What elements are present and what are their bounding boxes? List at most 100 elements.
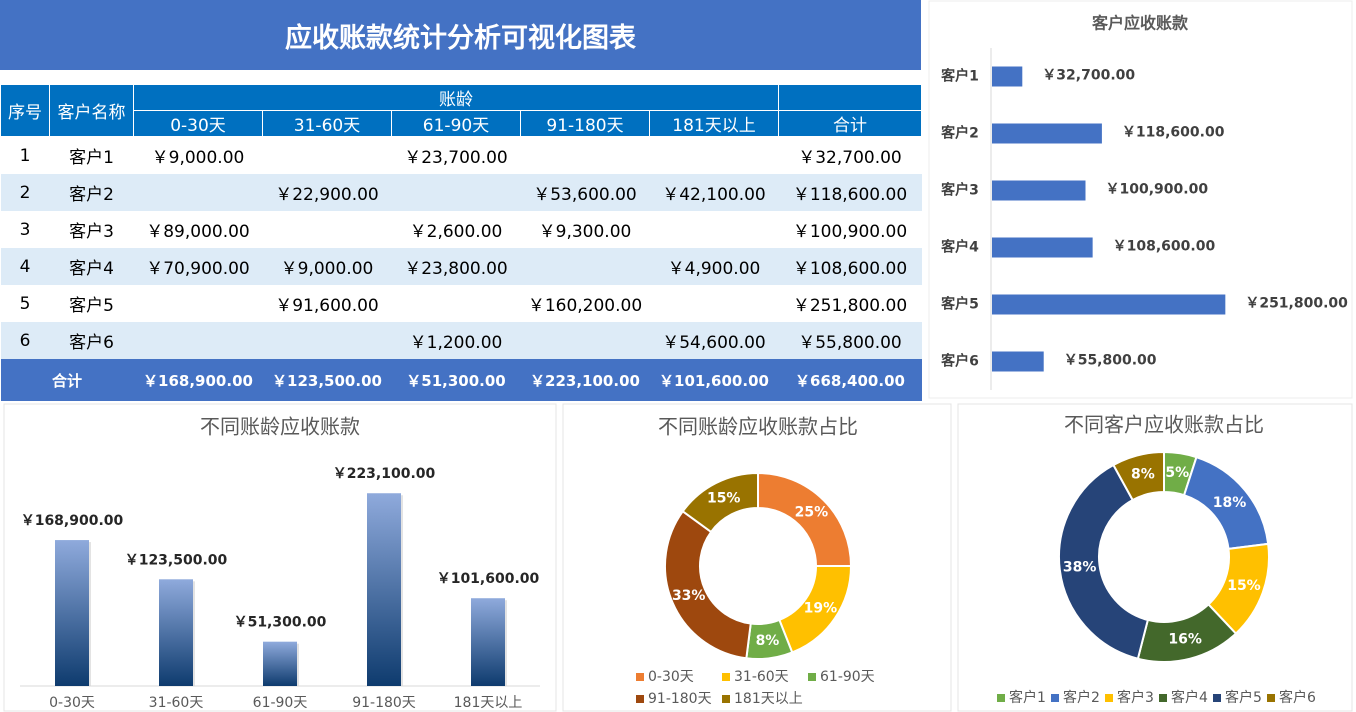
table-cell: ￥668,400.00	[778, 359, 922, 401]
table-cell: ￥251,800.00	[792, 296, 908, 316]
header-cell: 91-180天	[520, 110, 650, 137]
data-label: 15%	[707, 491, 741, 507]
donut-slice	[1112, 450, 1165, 502]
data-label: ￥32,700.00	[1042, 68, 1135, 84]
header-cell: 客户名称	[49, 84, 134, 137]
y-tick-label: 客户1	[940, 68, 979, 85]
data-label: 16%	[1168, 631, 1202, 647]
header-row: 序号 客户名称 账龄	[0, 84, 922, 137]
table-row: 5 客户5 ￥91,600.00 ￥160,200.00 ￥251,800.00	[1, 285, 922, 322]
legend-marker	[722, 695, 730, 703]
table-cell	[391, 174, 521, 211]
table-cell: 客户5	[69, 296, 114, 316]
bar	[471, 598, 505, 686]
data-label: 25%	[795, 505, 829, 521]
table-cell: ￥23,700.00	[404, 148, 508, 168]
table-cell	[262, 322, 392, 359]
header-row: 0-30天 31-60天 61-90天 91-180天 181天以上 合计	[1, 110, 922, 137]
data-label: ￥101,600.00	[437, 571, 540, 587]
table-cell: ￥168,900.00	[133, 359, 263, 401]
data-label: 8%	[1131, 467, 1155, 483]
table-cell	[650, 285, 779, 322]
table-cell: 客户1	[69, 148, 114, 168]
legend-label: 客户1	[1009, 689, 1046, 706]
legend-marker	[997, 694, 1005, 702]
legend-label: 61-90天	[820, 669, 875, 685]
table-cell: 客户2	[49, 174, 134, 211]
table-cell: 客户6	[49, 322, 134, 359]
x-tick-label: 0-30天	[49, 695, 95, 711]
table-cell: ￥53,600.00	[520, 174, 650, 211]
header-cell: 账龄	[133, 84, 779, 111]
data-label: 33%	[672, 588, 706, 604]
header-cell: 序号	[0, 84, 50, 137]
donut-slice	[1058, 463, 1150, 660]
table-cell: ￥9,000.00	[262, 248, 392, 285]
x-tick-label: 61-90天	[253, 695, 308, 711]
legend-label: 181天以上	[734, 691, 803, 707]
table-cell: 客户4	[49, 248, 134, 285]
table-cell	[521, 137, 650, 175]
table-cell	[650, 211, 779, 248]
legend-label: 客户3	[1117, 689, 1154, 706]
chart-title: 不同客户应收账款占比	[1064, 413, 1264, 437]
y-tick-label: 客户3	[940, 182, 979, 199]
bar	[992, 66, 1023, 87]
table-cell	[520, 248, 650, 285]
legend-marker	[1267, 694, 1275, 702]
table-cell: 3	[19, 219, 31, 240]
table-cell: ￥51,300.00	[391, 359, 521, 401]
table-cell: ￥4,900.00	[649, 248, 779, 285]
table-cell: ￥32,700.00	[798, 148, 902, 168]
chart-title: 不同账龄应收账款	[200, 415, 360, 439]
data-label: ￥223,100.00	[333, 466, 436, 482]
table-cell: ￥108,600.00	[778, 248, 922, 285]
panel	[957, 403, 1353, 712]
data-label: ￥108,600.00	[1113, 239, 1216, 255]
header-cell: 合计	[778, 110, 922, 137]
data-label: ￥123,500.00	[125, 552, 228, 568]
header-cell: 0-30天	[133, 110, 263, 137]
bar	[55, 540, 89, 686]
bar	[992, 180, 1086, 201]
table-cell	[134, 285, 263, 322]
data-label: 5%	[1165, 465, 1189, 481]
x-tick-label: 91-180天	[352, 695, 416, 711]
bar	[159, 579, 193, 686]
y-tick-label: 客户2	[940, 125, 979, 142]
bar	[992, 294, 1226, 315]
table-cell: ￥70,900.00	[133, 248, 263, 285]
table-cell: ￥100,900.00	[792, 222, 908, 242]
panel	[562, 403, 952, 712]
table-row: 4 客户4 ￥70,900.00 ￥9,000.00 ￥23,800.00 ￥4,900.…	[0, 248, 922, 285]
table-row: 6 客户6 ￥1,200.00 ￥54,600.00 ￥55,800.00	[0, 322, 922, 359]
legend-label: 客户2	[1063, 689, 1100, 706]
table-cell: 5	[19, 293, 31, 314]
table-cell: ￥9,300.00	[538, 222, 632, 242]
table-cell: ￥55,800.00	[778, 322, 922, 359]
data-label: ￥55,800.00	[1064, 353, 1157, 369]
legend-marker	[808, 673, 816, 681]
legend-label: 31-60天	[734, 669, 789, 685]
table-cell	[263, 211, 392, 248]
table-cell: ￥2,600.00	[409, 222, 503, 242]
page-title: 应收账款统计分析可视化图表	[0, 0, 921, 70]
table-cell: 4	[0, 248, 50, 285]
table-cell: 合计	[0, 359, 134, 401]
data-label: 8%	[756, 633, 780, 649]
donut-slice	[664, 509, 752, 660]
chart-title: 客户应收账款	[1092, 14, 1189, 33]
table-cell: ￥89,000.00	[146, 222, 250, 242]
header-cell	[778, 84, 922, 111]
data-label: ￥251,800.00	[1245, 296, 1348, 312]
table-cell: ￥22,900.00	[262, 174, 392, 211]
bar	[367, 493, 401, 686]
table-cell: 客户3	[69, 222, 114, 242]
legend-marker	[1159, 694, 1167, 702]
legend-label: 客户6	[1279, 689, 1316, 706]
header-cell: 61-90天	[391, 110, 521, 137]
header-cell: 181天以上	[649, 110, 779, 137]
table-cell	[520, 322, 650, 359]
table-cell	[263, 137, 392, 175]
legend-label: 0-30天	[648, 669, 694, 685]
